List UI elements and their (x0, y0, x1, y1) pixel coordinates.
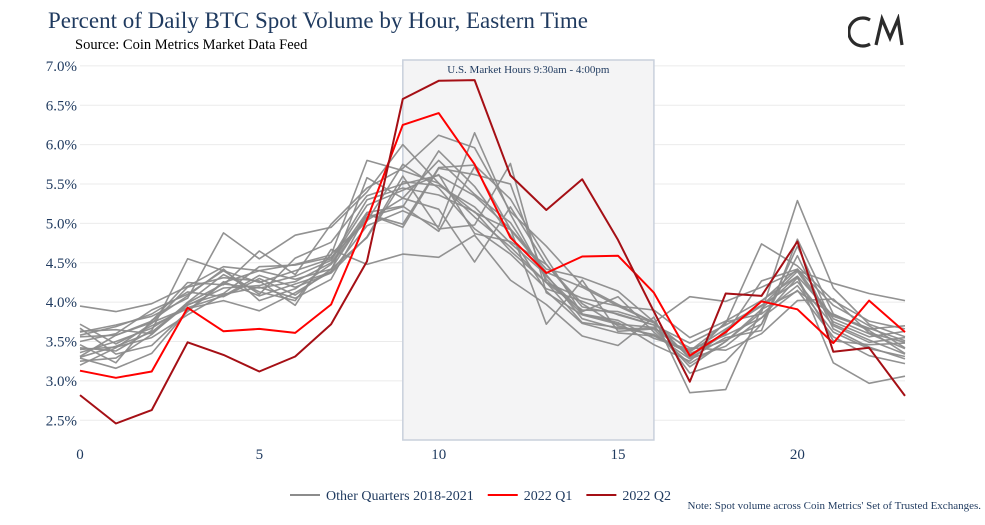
coin-metrics-logo (848, 14, 904, 48)
y-tick-label: 3.5% (46, 335, 77, 351)
y-tick-label: 5.0% (46, 216, 77, 232)
legend-item: 2022 Q1 (487, 489, 573, 504)
series-line-other-quarter (79, 162, 906, 358)
chart-note: Note: Spot volume across Coin Metrics' S… (687, 500, 981, 512)
series-line-other-quarter (79, 174, 906, 359)
axis-layer: 2.5% 3.0% 3.5% 4.0% 4.5% 5.0% 5.5% 6.0% 6.5% 7.0%… (46, 59, 805, 463)
legend-label: Other Quarters 2018-2021 (326, 489, 474, 504)
series-line-other-quarter (79, 159, 906, 324)
series-line-2022-q2 (79, 79, 906, 425)
logo-c-shape (848, 16, 871, 48)
legend-item: 2022 Q2 (586, 489, 671, 504)
y-tick-label: 4.5% (46, 256, 77, 272)
legend-label: 2022 Q2 (622, 489, 671, 504)
y-tick-label: 6.0% (46, 138, 77, 154)
y-tick-label: 4.0% (46, 295, 77, 311)
x-tick-label: 5 (256, 447, 264, 463)
series-layer (79, 79, 906, 425)
series-line-other-quarter (79, 165, 906, 368)
chart-subtitle: Source: Coin Metrics Market Data Feed (75, 37, 308, 53)
legend-item: Other Quarters 2018-2021 (290, 489, 474, 504)
series-line-other-quarter (79, 187, 906, 352)
x-tick-label: 15 (611, 447, 626, 463)
x-tick-label: 10 (431, 447, 446, 463)
series-line-other-quarter (79, 176, 906, 353)
y-tick-label: 5.5% (46, 177, 77, 193)
x-tick-label: 20 (790, 447, 805, 463)
y-tick-label: 6.5% (46, 98, 77, 114)
series-line-2022-q1 (79, 112, 906, 379)
logo-m-shape (874, 14, 904, 46)
market-hours-label: U.S. Market Hours 9:30am - 4:00pm (447, 64, 610, 76)
y-tick-label: 2.5% (46, 413, 77, 429)
legend-label: 2022 Q1 (524, 489, 573, 504)
chart-title: Percent of Daily BTC Spot Volume by Hour… (48, 8, 588, 33)
x-tick-label: 0 (76, 447, 84, 463)
y-tick-label: 7.0% (46, 59, 77, 75)
y-tick-label: 3.0% (46, 374, 77, 390)
legend: Other Quarters 2018-2021 2022 Q1 2022 Q2 (290, 489, 671, 504)
